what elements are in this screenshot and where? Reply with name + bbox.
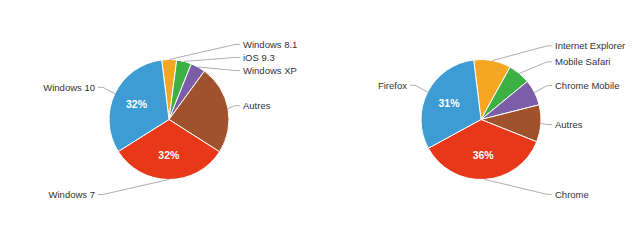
svg-text:Firefox: Firefox	[378, 80, 407, 91]
svg-text:Chrome Mobile: Chrome Mobile	[555, 80, 619, 91]
svg-text:31%: 31%	[438, 97, 460, 109]
svg-text:Windows 8.1: Windows 8.1	[243, 39, 297, 50]
svg-text:36%: 36%	[473, 149, 495, 161]
svg-text:Internet Explorer: Internet Explorer	[555, 40, 625, 51]
svg-text:Windows 7: Windows 7	[49, 189, 95, 200]
svg-text:32%: 32%	[126, 98, 148, 110]
svg-text:Mobile Safari: Mobile Safari	[555, 56, 610, 67]
svg-text:Windows 10: Windows 10	[43, 82, 95, 93]
svg-text:iOS 9.3: iOS 9.3	[243, 52, 275, 63]
svg-text:Autres: Autres	[555, 119, 583, 130]
svg-text:Autres: Autres	[243, 100, 271, 111]
svg-text:Windows XP: Windows XP	[243, 65, 297, 76]
svg-text:Chrome: Chrome	[555, 189, 589, 200]
svg-text:32%: 32%	[158, 149, 180, 161]
